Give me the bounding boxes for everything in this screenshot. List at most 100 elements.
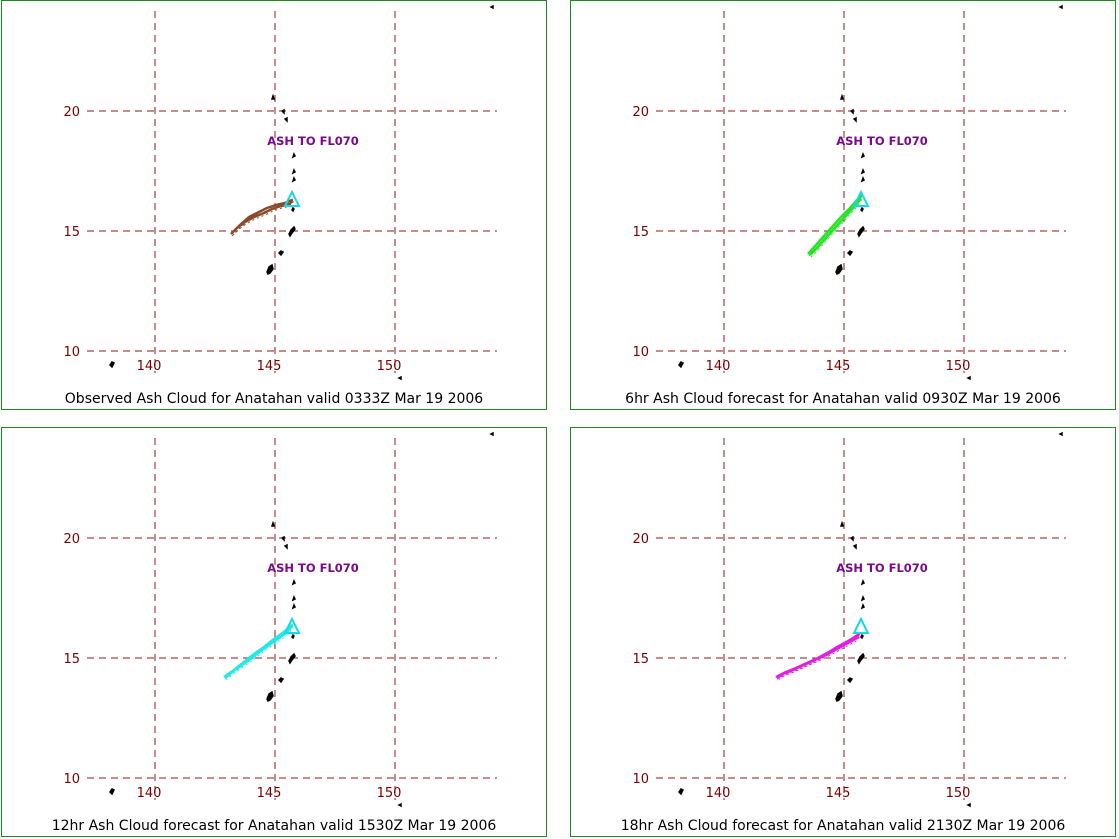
island-shape (860, 168, 866, 175)
latitude-tick-label: 20 (632, 105, 649, 120)
island-shape (860, 633, 864, 640)
island-shape (283, 116, 288, 123)
island-shape (291, 168, 297, 175)
island-shape (277, 250, 285, 257)
island-shape (397, 802, 402, 808)
panel-caption: 6hr Ash Cloud forecast for Anatahan vali… (625, 391, 1061, 407)
island-shape (291, 633, 295, 640)
island-shape (397, 375, 402, 381)
ash-level-label: ASH TO FL070 (267, 561, 359, 575)
island-shape (852, 543, 857, 550)
latitude-tick-label: 10 (632, 772, 649, 787)
longitude-tick-label: 145 (257, 359, 282, 374)
island-shape (270, 520, 276, 527)
longitude-tick-label: 150 (946, 359, 971, 374)
volcano-triangle-icon (852, 189, 870, 207)
island-shape (266, 690, 274, 703)
island-shape (280, 535, 285, 542)
ash-cloud-shape (223, 623, 294, 679)
ash-cloud-outline (231, 201, 295, 237)
island-shape (849, 108, 854, 115)
island-shape (291, 579, 297, 586)
island-shape (846, 250, 854, 257)
volcano-triangle-icon (283, 189, 301, 207)
longitude-tick-label: 145 (257, 786, 282, 801)
latitude-tick-label: 20 (63, 532, 80, 547)
ash-cloud-outline (224, 626, 294, 681)
latitude-tick-label: 15 (632, 652, 649, 667)
island-shape (966, 375, 971, 381)
longitude-tick-label: 140 (706, 786, 731, 801)
volcano-triangle-icon (852, 616, 870, 634)
latitude-tick-label: 10 (63, 345, 80, 360)
longitude-tick-label: 150 (377, 786, 402, 801)
island-shape (1058, 431, 1063, 437)
island-shape (288, 652, 296, 665)
longitude-tick-label: 150 (377, 359, 402, 374)
longitude-tick-label: 140 (137, 786, 162, 801)
island-shape (857, 225, 865, 238)
island-shape (291, 206, 295, 213)
ash-cloud-shape (807, 194, 863, 256)
panel-caption: 12hr Ash Cloud forecast for Anatahan val… (51, 818, 497, 834)
ash-map: 140 145 150 20 15 10 ASH TO FL070 (63, 4, 497, 381)
island-shape (835, 690, 843, 703)
map-panel-18hr: 140 145 150 20 15 10 ASH TO FL070 18hr Ash Clo… (570, 427, 1116, 837)
island-shape (839, 93, 845, 100)
island-shape (966, 802, 971, 808)
island-shape (857, 652, 865, 665)
island-shape (489, 431, 494, 437)
island-shape (291, 595, 297, 602)
ash-level-label: ASH TO FL070 (836, 134, 928, 148)
island-shape (849, 535, 854, 542)
longitude-tick-label: 140 (137, 359, 162, 374)
longitude-tick-label: 145 (826, 359, 851, 374)
island-shape (846, 677, 854, 684)
island-shape (266, 263, 274, 276)
island-shape (270, 93, 276, 100)
longitude-tick-label: 145 (826, 786, 851, 801)
island-shape (835, 263, 843, 276)
longitude-tick-label: 140 (706, 359, 731, 374)
island-shape (277, 677, 285, 684)
latitude-tick-label: 15 (63, 652, 80, 667)
ash-level-label: ASH TO FL070 (267, 134, 359, 148)
island-shape (288, 225, 296, 238)
ash-cloud-shape (230, 198, 294, 235)
island-shape (860, 176, 866, 183)
ash-map: 140 145 150 20 15 10 ASH TO FL070 (632, 4, 1066, 381)
island-shape (291, 176, 297, 183)
ash-map: 140 145 150 20 15 10 ASH TO FL070 (63, 431, 497, 808)
latitude-tick-label: 15 (63, 225, 80, 240)
island-shape (109, 788, 116, 796)
map-panel-observed: 140 145 150 20 15 10 ASH TO FL070 Observed Ash… (1, 0, 547, 410)
island-shape (860, 603, 866, 610)
island-shape (291, 603, 297, 610)
latitude-tick-label: 10 (632, 345, 649, 360)
volcano-triangle-icon (283, 616, 301, 634)
island-shape (109, 361, 116, 369)
island-shape (489, 4, 494, 10)
island-shape (839, 520, 845, 527)
ash-cloud-outline (776, 634, 862, 681)
island-shape (1058, 4, 1063, 10)
latitude-tick-label: 20 (632, 532, 649, 547)
map-panel-6hr: 140 145 150 20 15 10 ASH TO FL070 6hr Ash Clou… (570, 0, 1116, 410)
latitude-tick-label: 10 (63, 772, 80, 787)
ash-map: 140 145 150 20 15 10 ASH TO FL070 (632, 431, 1066, 808)
panel-caption: 18hr Ash Cloud forecast for Anatahan val… (620, 818, 1066, 834)
island-shape (283, 543, 288, 550)
island-shape (678, 788, 685, 796)
ash-cloud-outline (808, 197, 863, 258)
island-shape (860, 579, 866, 586)
ash-level-label: ASH TO FL070 (836, 561, 928, 575)
ash-cloud-shape (775, 632, 861, 680)
map-panel-12hr: 140 145 150 20 15 10 ASH TO FL070 12hr Ash Clo… (1, 427, 547, 837)
island-shape (291, 152, 297, 159)
island-shape (280, 108, 285, 115)
island-shape (860, 595, 866, 602)
latitude-tick-label: 15 (632, 225, 649, 240)
panel-caption: Observed Ash Cloud for Anatahan valid 03… (64, 391, 484, 407)
island-shape (860, 206, 864, 213)
island-shape (852, 116, 857, 123)
